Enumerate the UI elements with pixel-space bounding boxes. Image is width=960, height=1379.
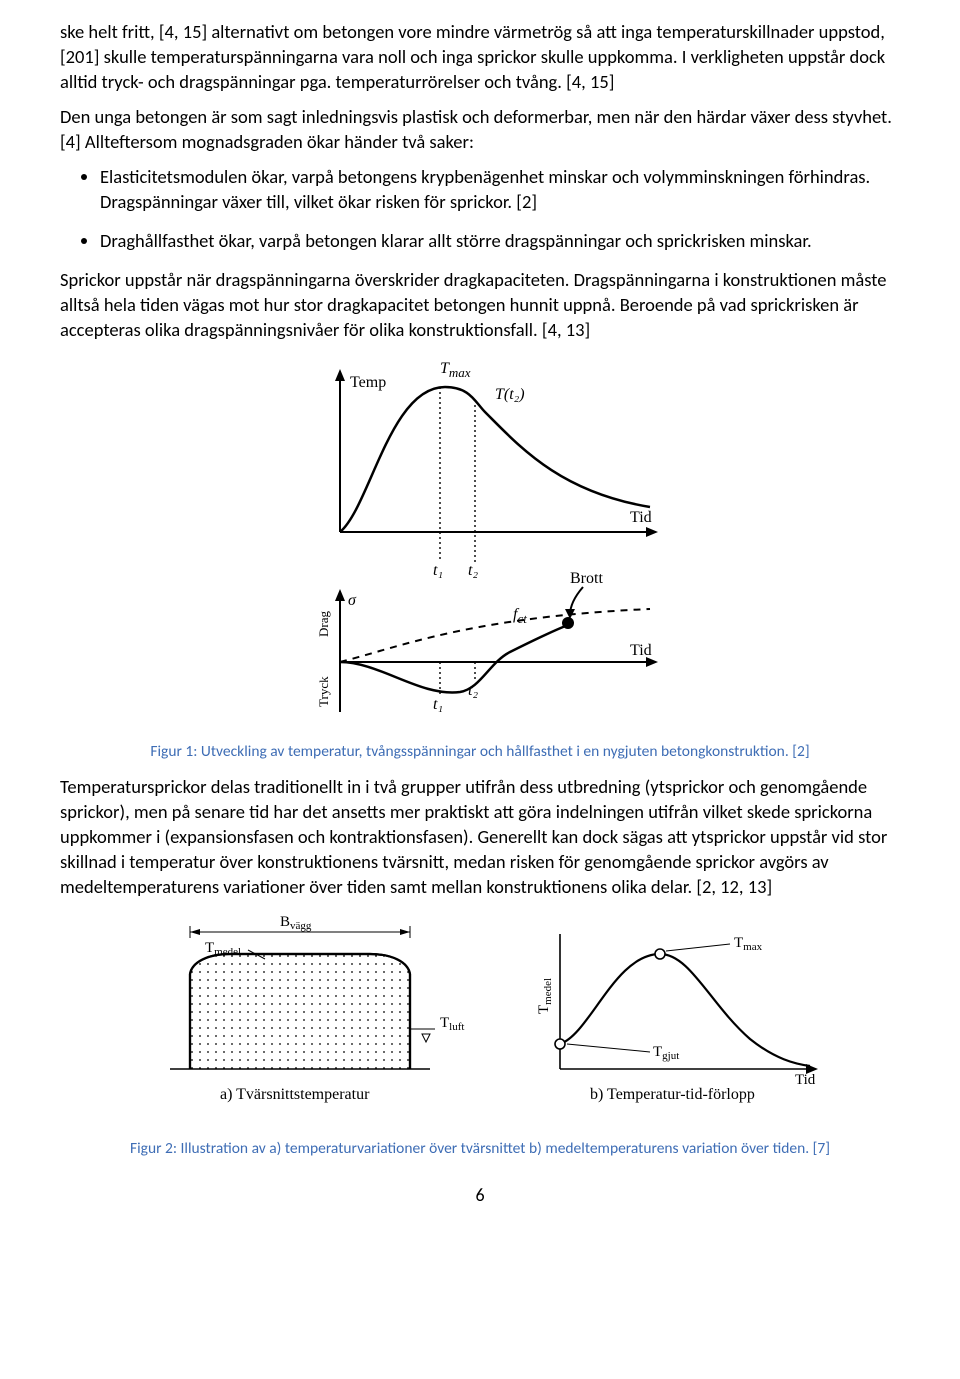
label-bvagg: Bvägg: [280, 914, 312, 932]
figure-2-svg: Bvägg Tmedel Tluft a) Tvärsnittstemperat…: [120, 914, 840, 1124]
label-t1-lower: t₁: [433, 696, 443, 713]
label-t2-upper: t₂: [468, 562, 478, 579]
label-temp: Temp: [350, 374, 386, 391]
body-paragraph: ske helt fritt, [4, 15] alternativt om b…: [60, 20, 900, 95]
label-fct: fct: [513, 606, 527, 626]
figure-1-caption: Figur 1: Utveckling av temperatur, tvång…: [60, 742, 900, 761]
body-paragraph: Temperatursprickor delas traditionellt i…: [60, 775, 900, 900]
label-tmax-b: Tmax: [734, 935, 763, 953]
label-t1-upper: t₁: [433, 562, 443, 579]
body-paragraph: Den unga betongen är som sagt inlednings…: [60, 105, 900, 155]
page-number: 6: [60, 1184, 900, 1206]
label-tid-b: Tid: [795, 1072, 816, 1088]
label-drag: Drag: [316, 610, 331, 636]
label-tid-upper: Tid: [630, 509, 652, 526]
label-tt2: T(t₂): [495, 386, 525, 403]
figure-1-svg: Temp Tmax T(t₂) Tid t₁ t₂ Brott σ Drag T…: [270, 357, 690, 727]
subcaption-a: a) Tvärsnittstemperatur: [220, 1086, 370, 1103]
label-tgjut: Tgjut: [653, 1044, 679, 1062]
bullet-list: Elasticitetsmodulen ökar, varpå betongen…: [60, 165, 900, 254]
bullet-item: Elasticitetsmodulen ökar, varpå betongen…: [100, 165, 900, 215]
label-y-b: Tmedel: [536, 977, 554, 1013]
bullet-item: Draghållfasthet ökar, varpå betongen kla…: [100, 229, 900, 254]
figure-2: Bvägg Tmedel Tluft a) Tvärsnittstemperat…: [60, 914, 900, 1129]
label-tmax: Tmax: [440, 360, 471, 380]
label-t2-lower: t₂: [468, 682, 478, 699]
label-tryck: Tryck: [316, 676, 331, 707]
label-tluft: Tluft: [440, 1015, 464, 1033]
label-brott: Brott: [570, 570, 603, 587]
label-tid-lower: Tid: [630, 642, 652, 659]
label-sigma: σ: [348, 592, 357, 609]
figure-1: Temp Tmax T(t₂) Tid t₁ t₂ Brott σ Drag T…: [60, 357, 900, 732]
subcaption-b: b) Temperatur-tid-förlopp: [590, 1086, 755, 1103]
figure-2-caption: Figur 2: Illustration av a) temperaturva…: [60, 1139, 900, 1158]
label-tmedel-a: Tmedel: [205, 940, 241, 958]
body-paragraph: Sprickor uppstår när dragspänningarna öv…: [60, 268, 900, 343]
